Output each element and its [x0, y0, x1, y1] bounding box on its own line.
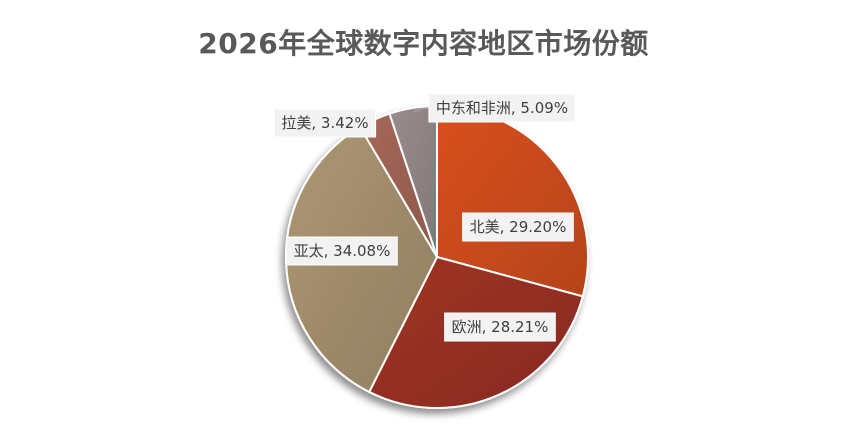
data-label-1: 欧洲, 28.21%: [444, 312, 556, 342]
data-labels: 北美, 29.20% 欧洲, 28.21% 亚太, 34.08% 拉美, 3.42% 中…: [273, 93, 576, 342]
leader-line-4: [413, 107, 429, 113]
data-label-text-0: 北美, 29.20%: [470, 218, 567, 236]
data-label-4: 中东和非洲, 5.09%: [428, 93, 576, 123]
data-label-box-0: [462, 212, 574, 242]
data-label-text-4: 中东和非洲, 5.09%: [436, 99, 568, 117]
data-label-box-1: [444, 312, 556, 342]
data-label-0: 北美, 29.20%: [462, 212, 574, 242]
data-label-text-2: 亚太, 34.08%: [294, 242, 391, 260]
data-label-3: 拉美, 3.42%: [273, 108, 377, 138]
data-label-text-1: 欧洲, 28.21%: [452, 318, 549, 336]
data-label-box-2: [286, 236, 398, 266]
data-label-box-3: [273, 108, 377, 138]
data-label-text-3: 拉美, 3.42%: [281, 114, 368, 132]
data-label-box-4: [428, 93, 576, 123]
chart-title: 2026年全球数字内容地区市场份额: [198, 27, 649, 60]
data-label-2: 亚太, 34.08%: [286, 236, 398, 266]
leader-lines: [413, 107, 429, 113]
